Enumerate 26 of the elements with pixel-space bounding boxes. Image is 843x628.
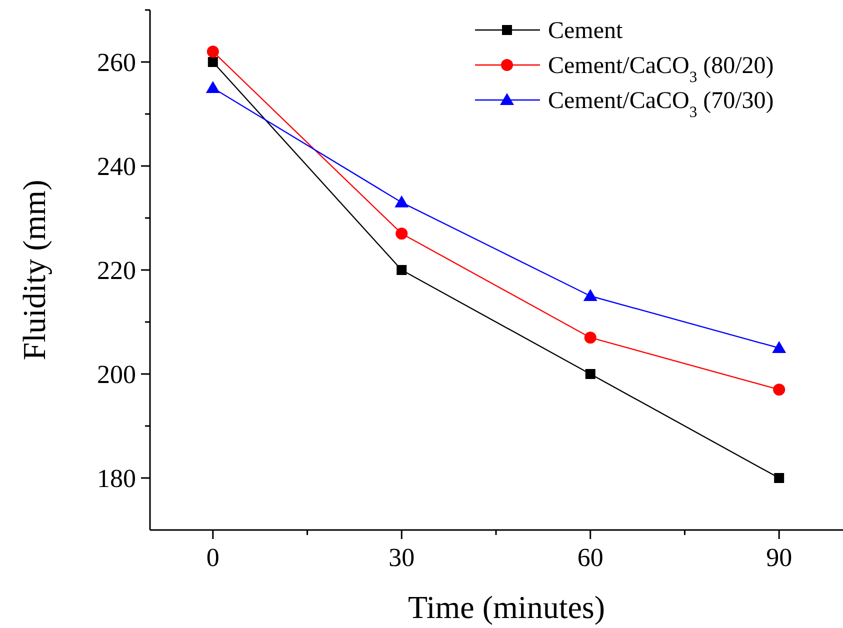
x-axis-title: Time (minutes) bbox=[408, 589, 606, 625]
point bbox=[206, 81, 220, 93]
point bbox=[583, 289, 598, 301]
point bbox=[773, 384, 786, 396]
point bbox=[774, 473, 784, 483]
legend-label: Cement bbox=[548, 18, 623, 44]
point bbox=[208, 57, 218, 67]
point bbox=[585, 369, 596, 379]
point bbox=[394, 195, 409, 208]
y-tick-label: 220 bbox=[97, 256, 136, 285]
point bbox=[396, 265, 407, 275]
y-axis-title: Fluidity (mm) bbox=[16, 180, 52, 360]
y-tick-label: 240 bbox=[97, 152, 136, 181]
point bbox=[206, 46, 219, 58]
legend-label: Cement/CaCO$_{3}$ (80/20) bbox=[548, 53, 774, 86]
legend-label: Cement/CaCO$_{3}$ (70/30) bbox=[548, 88, 774, 120]
x-tick-label: 60 bbox=[577, 543, 604, 572]
point bbox=[772, 341, 786, 353]
x-tick-label: 30 bbox=[388, 543, 415, 572]
y-tick-label: 180 bbox=[97, 464, 136, 493]
x-tick-label: 0 bbox=[206, 543, 220, 572]
point bbox=[396, 228, 408, 240]
x-tick-label: 90 bbox=[766, 543, 792, 572]
y-tick-label: 260 bbox=[97, 48, 136, 77]
y-tick-label: 200 bbox=[97, 360, 136, 389]
point bbox=[584, 332, 596, 344]
